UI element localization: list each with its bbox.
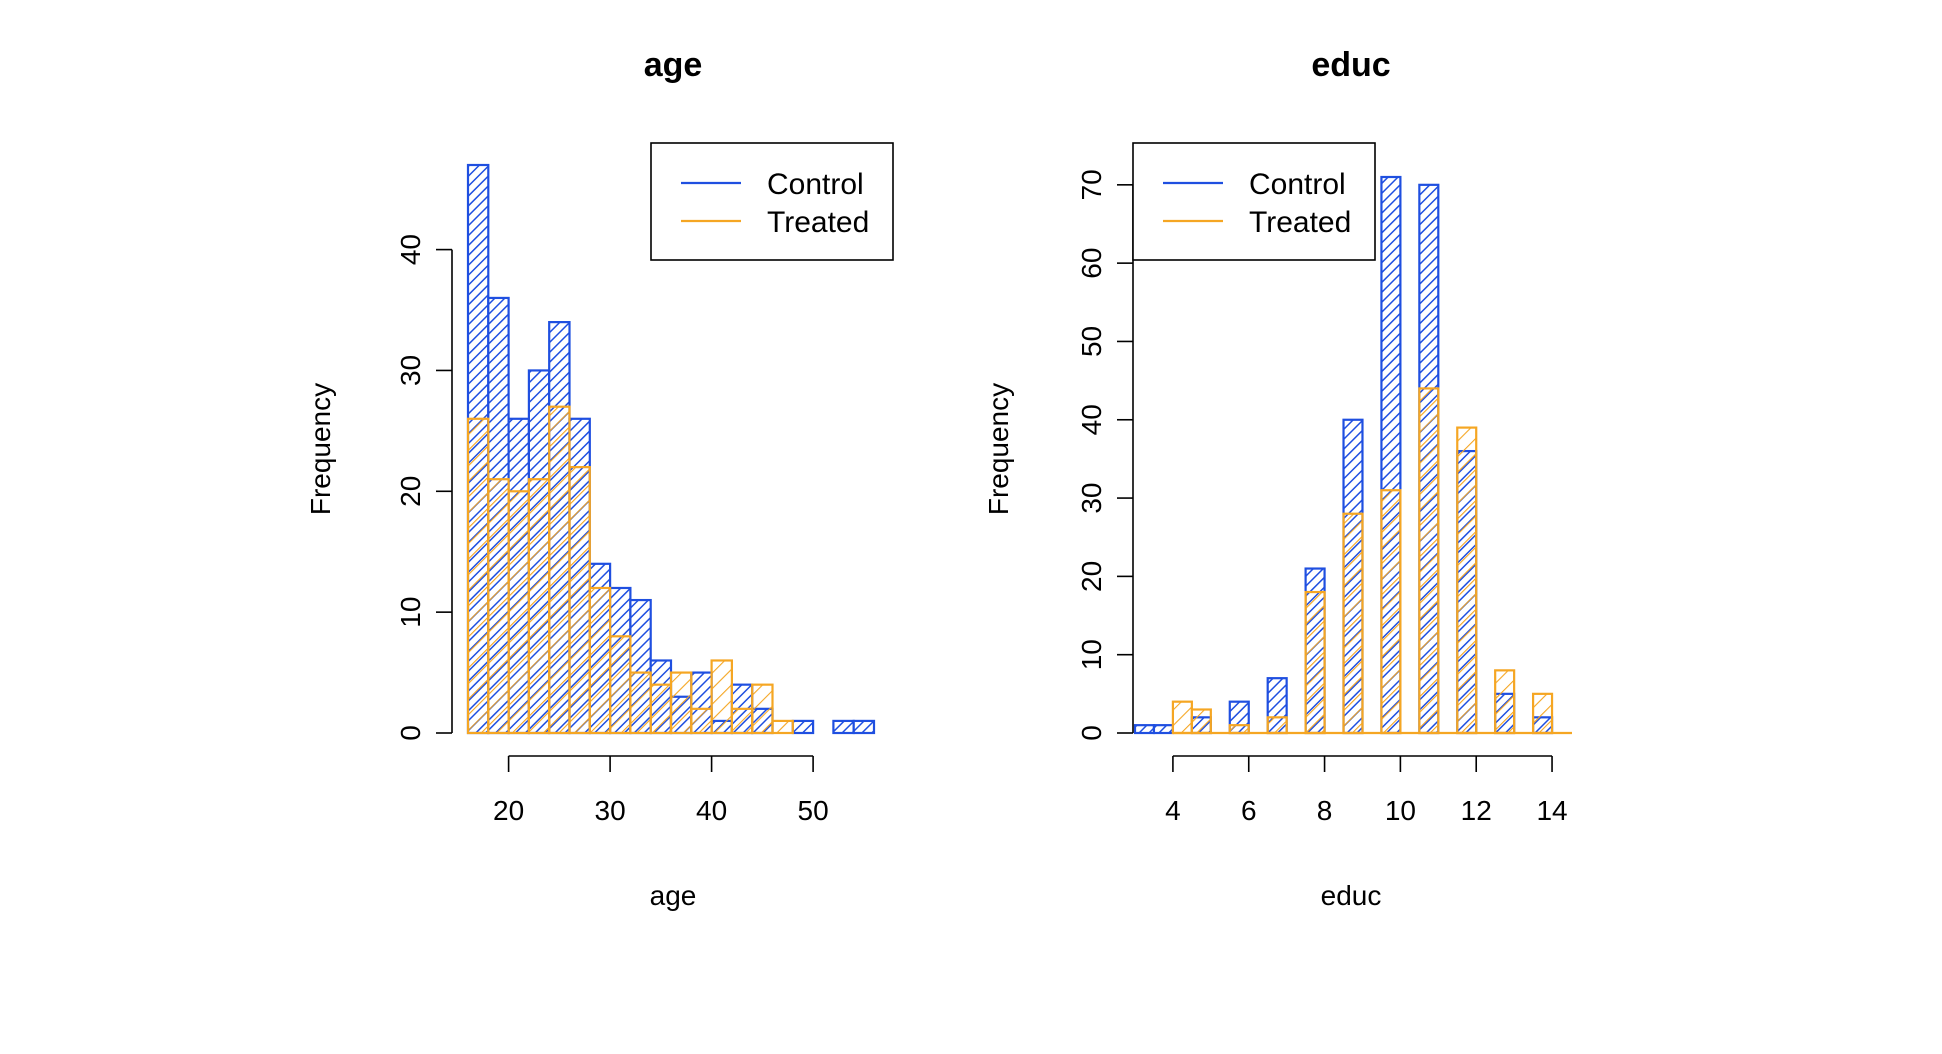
bar-treated [629,671,652,735]
bar-treated [771,719,794,735]
chart-title: age [644,46,703,84]
x-tick-label: 4 [1165,795,1181,826]
bar-treated [1190,708,1212,735]
bar-treated [1342,512,1364,735]
y-tick-label: 40 [395,234,426,265]
bar-control [1152,724,1175,735]
bar-treated [1304,590,1326,735]
bar-treated [710,659,733,735]
bar-control [852,719,876,735]
bar-treated [466,417,490,735]
bar-treated [669,671,693,735]
y-axis-label: Frequency [305,383,336,515]
series-treated [466,405,794,735]
x-axis-label: educ [1321,880,1382,911]
y-tick-label: 10 [395,597,426,628]
x-tick-label: 12 [1461,795,1492,826]
legend-label-treated: Treated [1249,206,1351,239]
age-panel: 0 10 20 30 40 20 30 40 50 age age Frequency Control T… [305,46,894,911]
bar-treated [730,707,754,735]
legend-label-control: Control [1249,168,1346,201]
bar-treated [507,490,531,735]
y-axis-label: Frequency [983,383,1014,515]
bar-control [791,719,815,735]
bar-treated [1171,700,1193,735]
bar-treated [1380,489,1402,735]
educ-panel: 0 10 20 30 40 50 60 70 4 6 8 10 12 14 educ educ Frequenc… [983,46,1572,911]
bar-treated [649,683,673,735]
bar-treated [1418,387,1440,735]
x-tick-label: 30 [595,795,626,826]
legend-label-control: Control [767,168,864,201]
bar-treated [548,405,571,735]
bar-treated [751,683,774,735]
y-tick-label: 20 [395,476,426,507]
y-tick-label: 30 [395,355,426,386]
x-axis: 4 6 8 10 12 14 [1165,755,1568,826]
bar-treated [1266,716,1288,735]
bar-treated [1228,724,1250,735]
bar-treated [487,478,510,735]
bar-treated [527,478,551,735]
x-tick-label: 8 [1317,795,1333,826]
legend-label-treated: Treated [767,206,869,239]
x-axis-label: age [650,880,697,911]
x-tick-label: 10 [1385,795,1416,826]
x-tick-label: 50 [798,795,829,826]
y-tick-label: 60 [1076,248,1107,279]
y-tick-label: 40 [1076,404,1107,435]
x-tick-label: 14 [1536,795,1567,826]
bar-treated [1456,426,1478,735]
x-tick-label: 40 [696,795,727,826]
bar-treated [1531,692,1554,735]
bar-treated [568,466,591,735]
bar-treated [608,635,632,735]
y-tick-label: 30 [1076,482,1107,513]
bar-treated [1494,669,1516,735]
y-tick-label: 50 [1076,326,1107,357]
y-tick-label: 70 [1076,169,1107,200]
bar-treated [588,586,612,735]
x-tick-label: 6 [1241,795,1257,826]
x-axis: 20 30 40 50 [493,755,829,826]
y-tick-label: 20 [1076,561,1107,592]
x-tick-label: 20 [493,795,524,826]
y-axis: 0 10 20 30 40 [395,234,453,741]
y-tick-label: 0 [395,725,426,741]
y-axis: 0 10 20 30 40 50 60 70 [1076,169,1134,741]
y-tick-label: 10 [1076,639,1107,670]
bar-treated [690,707,713,735]
bar-control [1133,724,1156,735]
bar-control [832,719,855,735]
chart-title: educ [1311,46,1390,84]
y-tick-label: 0 [1076,725,1107,741]
legend: Control Treated [650,142,894,261]
legend: Control Treated [1132,142,1376,261]
